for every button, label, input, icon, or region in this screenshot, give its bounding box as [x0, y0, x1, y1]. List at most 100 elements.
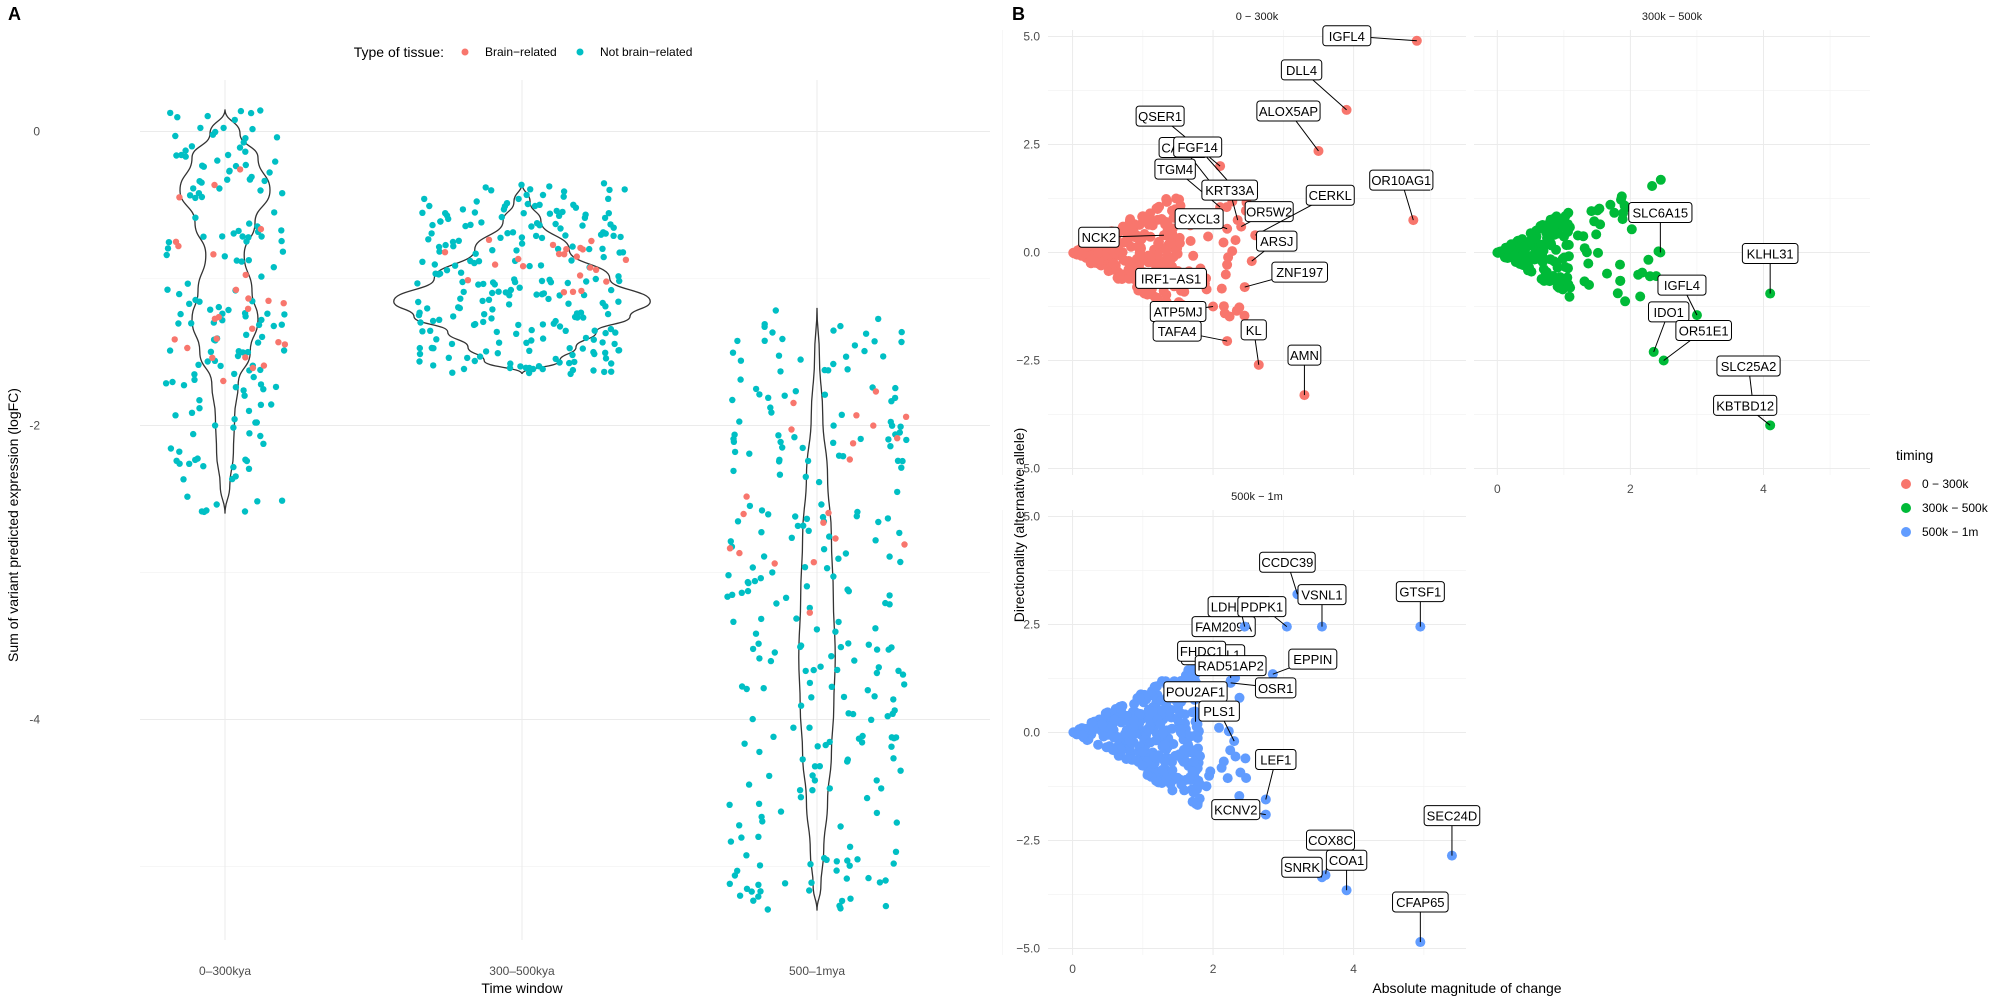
scatter-point — [1156, 705, 1167, 716]
jitter-point — [192, 214, 199, 221]
jitter-point — [736, 549, 743, 557]
jitter-point — [539, 191, 547, 199]
jitter-point — [473, 198, 480, 205]
jitter-point — [610, 232, 617, 239]
jitter-point — [570, 201, 577, 208]
jitter-point — [811, 763, 819, 770]
jitter-point — [884, 713, 891, 720]
jitter-point — [261, 177, 268, 185]
gene-label-text: EPPIN — [1293, 652, 1332, 667]
jitter-point — [533, 291, 540, 298]
jitter-point — [494, 350, 501, 357]
jitter-point — [765, 511, 772, 518]
jitter-point — [846, 456, 853, 463]
gene-label: ALOX5AP — [1256, 100, 1321, 152]
jitter-point — [532, 232, 540, 240]
gene-label-box — [1154, 158, 1196, 180]
jitter-point — [622, 256, 630, 263]
jitter-point — [888, 743, 895, 750]
jitter-point — [826, 738, 833, 746]
scatter-point — [1155, 719, 1166, 730]
jitter-point — [280, 347, 288, 354]
jitter-point — [746, 502, 754, 510]
jitter-point — [449, 369, 456, 376]
jitter-point — [882, 902, 890, 910]
jitter-point — [245, 234, 252, 241]
gene-label: ATP5MJ — [1149, 301, 1214, 323]
scatter-point — [1137, 747, 1148, 757]
y-tick-label: −5.0 — [1016, 942, 1040, 956]
jitter-point — [172, 412, 179, 419]
jitter-point — [200, 463, 207, 470]
scatter-point — [1147, 706, 1158, 717]
jitter-point — [430, 345, 437, 352]
jitter-point — [553, 207, 560, 215]
jitter-point — [207, 348, 215, 355]
jitter-point — [770, 733, 777, 740]
jitter-point — [471, 357, 478, 365]
gene-label-box — [1135, 105, 1185, 127]
jitter-point — [562, 327, 569, 334]
jitter-point — [583, 278, 590, 285]
jitter-point — [771, 560, 778, 567]
gene-label: RAD51AP2 — [1194, 655, 1267, 681]
jitter-point — [419, 328, 426, 335]
y-tick-label: -4 — [29, 712, 40, 726]
scatter-point — [1176, 779, 1187, 790]
jitter-point — [497, 234, 504, 241]
jitter-point — [176, 194, 183, 201]
gene-label: CCDC39 — [1259, 551, 1316, 595]
scatter-point — [1618, 208, 1628, 219]
jitter-point — [278, 497, 286, 504]
jitter-point — [892, 384, 899, 392]
jitter-point — [416, 309, 423, 316]
jitter-point — [519, 263, 527, 270]
jitter-point — [803, 515, 811, 522]
scatter-point — [1093, 739, 1104, 750]
jitter-point — [794, 522, 802, 530]
violin-panel: 0 -2 -4 0–300kya 300–500kya 500–1mya Time wi… — [5, 44, 990, 996]
jitter-point — [745, 579, 752, 587]
gene-label-text: KRT33A — [1205, 183, 1254, 198]
scatter-point — [1068, 247, 1079, 258]
jitter-point — [489, 289, 496, 297]
jitter-point — [612, 329, 619, 336]
jitter-point — [243, 331, 250, 338]
gene-label-text: ALOX5AP — [1259, 104, 1318, 119]
jitter-point — [599, 339, 606, 346]
jitter-point — [175, 242, 182, 250]
jitter-point — [751, 577, 759, 585]
scatter-point — [1108, 732, 1119, 743]
jitter-point — [462, 222, 469, 230]
jitter-point — [552, 220, 559, 228]
gene-label-box — [1647, 301, 1690, 323]
gene-label: CERKL — [1255, 184, 1355, 236]
jitter-point — [604, 310, 612, 318]
gene-label-text: CXCL3 — [1178, 212, 1220, 227]
scatter-point — [1077, 730, 1088, 741]
violin-gridlines — [140, 80, 990, 940]
jitter-point — [885, 436, 892, 443]
jitter-point — [188, 143, 196, 150]
jitter-point — [757, 888, 764, 895]
jitter-point — [730, 467, 737, 475]
jitter-point — [749, 715, 756, 723]
gene-label-box — [1198, 700, 1240, 722]
jitter-point — [443, 267, 451, 274]
jitter-point — [608, 360, 615, 367]
jitter-point — [862, 330, 870, 337]
jitter-point — [803, 583, 811, 590]
scatter-point — [1225, 745, 1236, 756]
jitter-point — [437, 218, 444, 225]
jitter-point — [254, 339, 262, 346]
jitter-point — [526, 262, 533, 270]
jitter-point — [431, 261, 438, 268]
jitter-point — [552, 317, 559, 325]
jitter-point — [456, 304, 463, 312]
gene-label-box — [1716, 355, 1781, 377]
jitter-point — [886, 592, 893, 599]
jitter-point — [442, 241, 449, 249]
jitter-point — [758, 615, 765, 623]
jitter-point — [455, 237, 462, 244]
scatter-point — [1165, 237, 1176, 248]
